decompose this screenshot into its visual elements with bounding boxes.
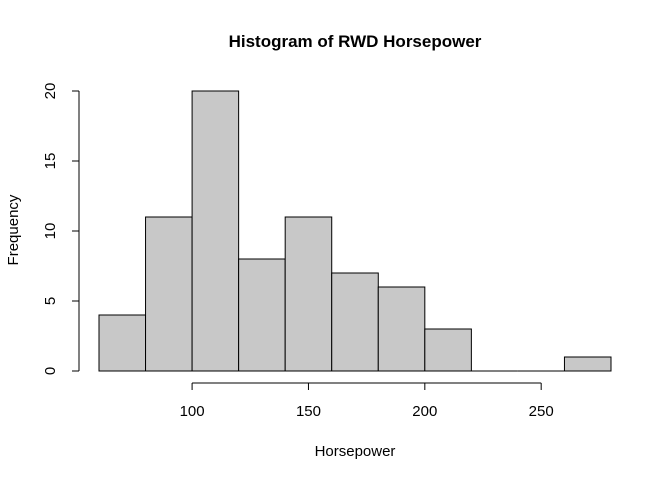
x-tick-label: 100 bbox=[180, 403, 205, 420]
x-tick-label: 150 bbox=[296, 403, 321, 420]
y-tick-label: 20 bbox=[42, 83, 59, 100]
x-tick-label: 250 bbox=[529, 403, 554, 420]
histogram-bar bbox=[377, 286, 426, 372]
y-tick-label: 0 bbox=[42, 367, 59, 375]
histogram-bar bbox=[424, 328, 472, 372]
histogram-bar bbox=[238, 258, 286, 372]
bars-group bbox=[98, 90, 612, 372]
histogram-bar bbox=[145, 216, 193, 372]
x-axis-label: Horsepower bbox=[315, 443, 396, 460]
y-tick-label: 15 bbox=[42, 153, 59, 170]
histogram-bar bbox=[191, 90, 240, 372]
histogram-bar bbox=[284, 216, 333, 372]
histogram-bar bbox=[563, 356, 612, 372]
x-axis: 100 150 200 250 bbox=[180, 382, 554, 420]
histogram-bar bbox=[331, 272, 379, 372]
y-tick-label: 10 bbox=[42, 223, 59, 240]
y-axis-label: Frequency bbox=[5, 194, 22, 265]
x-tick-label: 200 bbox=[412, 403, 437, 420]
y-axis: 0 5 10 15 20 bbox=[42, 83, 80, 375]
histogram-bar bbox=[98, 314, 147, 372]
chart-title: Histogram of RWD Horsepower bbox=[229, 32, 482, 51]
y-tick-label: 5 bbox=[42, 297, 59, 305]
